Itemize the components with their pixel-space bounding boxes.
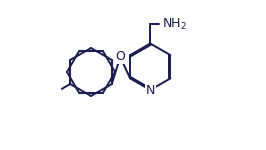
Text: N: N bbox=[146, 84, 155, 96]
Text: NH$_2$: NH$_2$ bbox=[162, 16, 187, 32]
Text: O: O bbox=[115, 51, 125, 63]
